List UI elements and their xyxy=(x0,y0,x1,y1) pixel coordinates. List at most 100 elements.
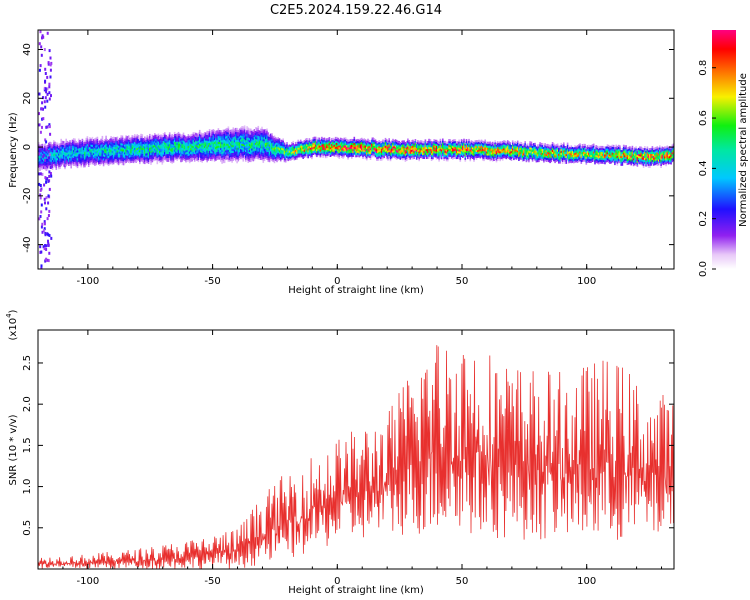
heatmap-cell xyxy=(576,155,579,158)
heatmap-cell xyxy=(207,156,210,159)
heatmap-cell xyxy=(242,151,245,154)
heatmap-cell xyxy=(482,148,484,151)
heatmap-cell xyxy=(228,147,231,150)
heatmap-cell xyxy=(428,148,430,151)
heatmap-cell xyxy=(192,145,195,149)
heatmap-cell xyxy=(279,151,282,154)
heatmap-cell xyxy=(105,159,107,162)
heatmap-cell xyxy=(227,143,230,147)
heatmap-cell xyxy=(188,137,191,140)
heatmap-cell xyxy=(107,149,110,153)
heatmap-cell xyxy=(256,137,258,140)
heatmap-cell xyxy=(500,151,503,154)
heatmap-cell xyxy=(99,142,101,145)
heatmap-cell xyxy=(473,149,475,152)
heatmap-cell xyxy=(579,149,581,152)
heatmap-cell xyxy=(242,157,245,160)
heatmap-cell xyxy=(101,139,104,142)
heatmap-cell xyxy=(191,137,193,140)
heatmap-cell xyxy=(203,132,206,135)
heatmap-cell xyxy=(228,155,231,158)
heatmap-cell xyxy=(560,156,563,159)
heatmap-cell xyxy=(142,147,145,150)
heatmap-cell xyxy=(341,153,343,156)
heatmap-cell xyxy=(180,134,182,137)
heatmap-cell xyxy=(129,161,131,164)
heatmap-cell xyxy=(539,157,541,160)
heatmap-cell xyxy=(554,145,556,148)
heatmap-cell xyxy=(155,158,157,161)
heatmap-cell xyxy=(286,142,288,145)
heatmap-cell xyxy=(188,161,191,164)
heatmap-cell xyxy=(53,140,55,143)
heatmap-cell xyxy=(100,160,102,163)
heatmap-cell xyxy=(255,127,257,130)
heatmap-cell xyxy=(230,141,232,144)
heatmap-cell xyxy=(222,159,225,162)
heatmap-cell xyxy=(135,137,137,140)
heatmap-cell xyxy=(529,141,531,144)
heatmap-cell xyxy=(321,142,323,145)
heatmap-cell xyxy=(183,158,186,161)
heatmap-cell xyxy=(508,147,510,150)
heatmap-cell xyxy=(291,142,293,145)
heatmap-cell xyxy=(198,149,201,152)
heatmap-cell xyxy=(69,142,71,145)
heatmap-cell xyxy=(314,142,317,145)
heatmap-cell xyxy=(135,156,137,160)
heatmap-cell xyxy=(164,146,166,149)
heatmap-cell xyxy=(149,151,151,154)
heatmap-cell xyxy=(271,150,273,153)
heatmap-cell xyxy=(534,156,536,159)
heatmap-cell xyxy=(289,148,292,151)
heatmap-cell xyxy=(201,145,203,148)
heatmap-cell xyxy=(580,152,583,155)
heatmap-cell xyxy=(86,138,89,141)
heatmap-cell xyxy=(273,137,276,140)
heatmap-cell xyxy=(439,142,442,145)
heatmap-cell xyxy=(574,145,576,148)
heatmap-cell xyxy=(440,141,443,144)
heatmap-cell xyxy=(90,152,92,155)
heatmap-cell xyxy=(265,150,267,153)
heatmap-cell xyxy=(211,143,213,146)
heatmap-cell xyxy=(560,158,563,161)
heatmap-cell xyxy=(513,155,515,159)
heatmap-cell xyxy=(306,143,308,147)
heatmap-cell xyxy=(372,139,374,142)
heatmap-cell xyxy=(544,143,546,146)
heatmap-cell xyxy=(203,134,206,137)
heatmap-cell xyxy=(90,148,92,151)
heatmap-cell xyxy=(96,136,99,139)
heatmap-cell xyxy=(258,136,261,139)
heatmap-cell xyxy=(250,146,252,149)
heatmap-cell xyxy=(338,154,341,158)
heatmap-cell xyxy=(137,152,140,155)
heatmap-cell xyxy=(291,145,293,149)
heatmap-cell xyxy=(182,140,185,143)
heatmap-cell xyxy=(241,145,243,148)
heatmap-cell xyxy=(251,136,253,139)
heatmap-cell xyxy=(168,132,171,135)
heatmap-cell xyxy=(247,139,250,142)
heatmap-cell xyxy=(211,149,213,152)
heatmap-cell xyxy=(75,150,77,153)
heatmap-cell xyxy=(294,149,297,152)
heatmap-cell xyxy=(232,135,235,138)
heatmap-cell xyxy=(453,143,455,146)
heatmap-cell xyxy=(212,156,215,159)
heatmap-cell xyxy=(69,155,71,158)
heatmap-cell xyxy=(150,162,152,165)
heatmap-cell xyxy=(53,161,55,164)
heatmap-cell xyxy=(66,158,69,161)
heatmap-cell xyxy=(427,150,429,153)
heatmap-cell xyxy=(109,140,111,143)
heatmap-cell xyxy=(50,155,53,159)
heatmap-cell xyxy=(316,143,318,146)
heatmap-cell xyxy=(216,144,218,147)
heatmap-cell xyxy=(554,157,556,160)
heatmap-cell xyxy=(491,147,494,150)
heatmap-cell xyxy=(253,140,256,143)
heatmap-cell xyxy=(376,158,378,161)
